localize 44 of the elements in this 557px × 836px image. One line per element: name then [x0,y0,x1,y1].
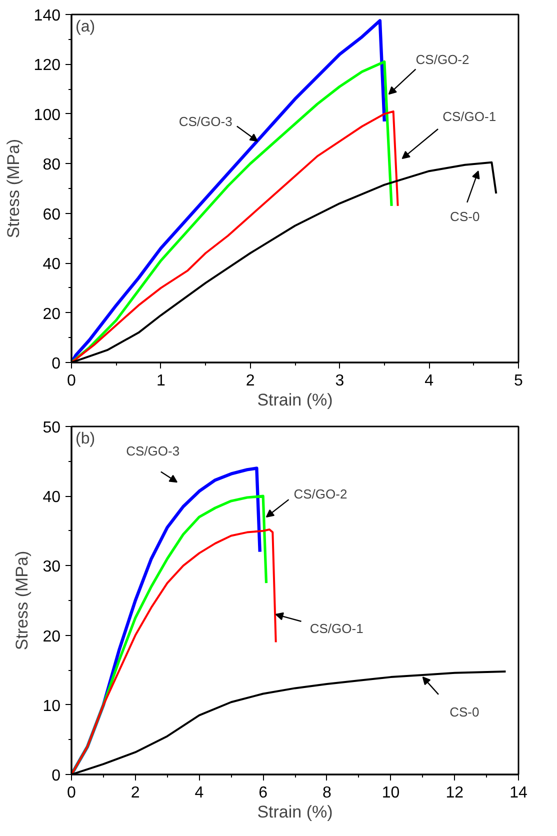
x-tick-label: 4 [194,784,204,802]
y-tick-label: 40 [42,256,61,274]
y-tick-label: 100 [34,106,61,124]
x-axis-title: Strain (%) [257,390,333,410]
x-tick-label: 14 [510,784,528,802]
x-tick-label: 10 [382,784,400,802]
x-tick-label: 0 [67,372,76,390]
y-axis-title: Stress (MPa) [4,138,23,238]
annotation: (b) [76,430,96,448]
x-tick-label: 2 [130,784,140,802]
text: CS/GO-2 [416,52,470,67]
text: CS/GO-2 [294,486,348,502]
text: CS-0 [450,704,480,720]
line-series [72,528,277,774]
text: CS/GO-1 [310,620,364,636]
y-tick-label: 10 [42,698,61,715]
x-tick-label: 4 [424,372,434,390]
text: CS/GO-3 [126,443,180,458]
y-tick-label: 120 [34,57,61,74]
y-axis-title: Stress (MPa) [12,550,32,650]
x-axis-title: Strain (%) [257,802,333,822]
x-tick-label: 5 [514,372,524,390]
y-tick-label: 60 [42,206,61,224]
y-tick-label: 0 [52,356,61,372]
annotation: (a) [76,18,96,36]
y-tick-label: 40 [42,489,61,506]
x-tick-label: 1 [156,372,166,390]
y-tick-label: 50 [42,420,61,436]
y-tick-label: 20 [42,306,61,323]
x-tick-label: 12 [446,784,464,802]
text: CS/GO-1 [442,108,496,124]
y-tick-label: 80 [42,156,61,174]
x-tick-label: 0 [67,784,76,802]
x-tick-label: 8 [322,784,332,802]
text: CS/GO-3 [178,114,232,129]
y-tick-label: 30 [42,558,61,576]
x-tick-label: 6 [258,784,268,802]
y-tick-label: 140 [34,8,61,24]
x-tick-label: 3 [335,372,344,390]
y-tick-label: 20 [42,628,61,646]
series-label: CS-0 [450,208,480,224]
line-series [72,110,399,362]
x-tick-label: 2 [246,372,255,390]
y-tick-label: 0 [52,768,61,784]
